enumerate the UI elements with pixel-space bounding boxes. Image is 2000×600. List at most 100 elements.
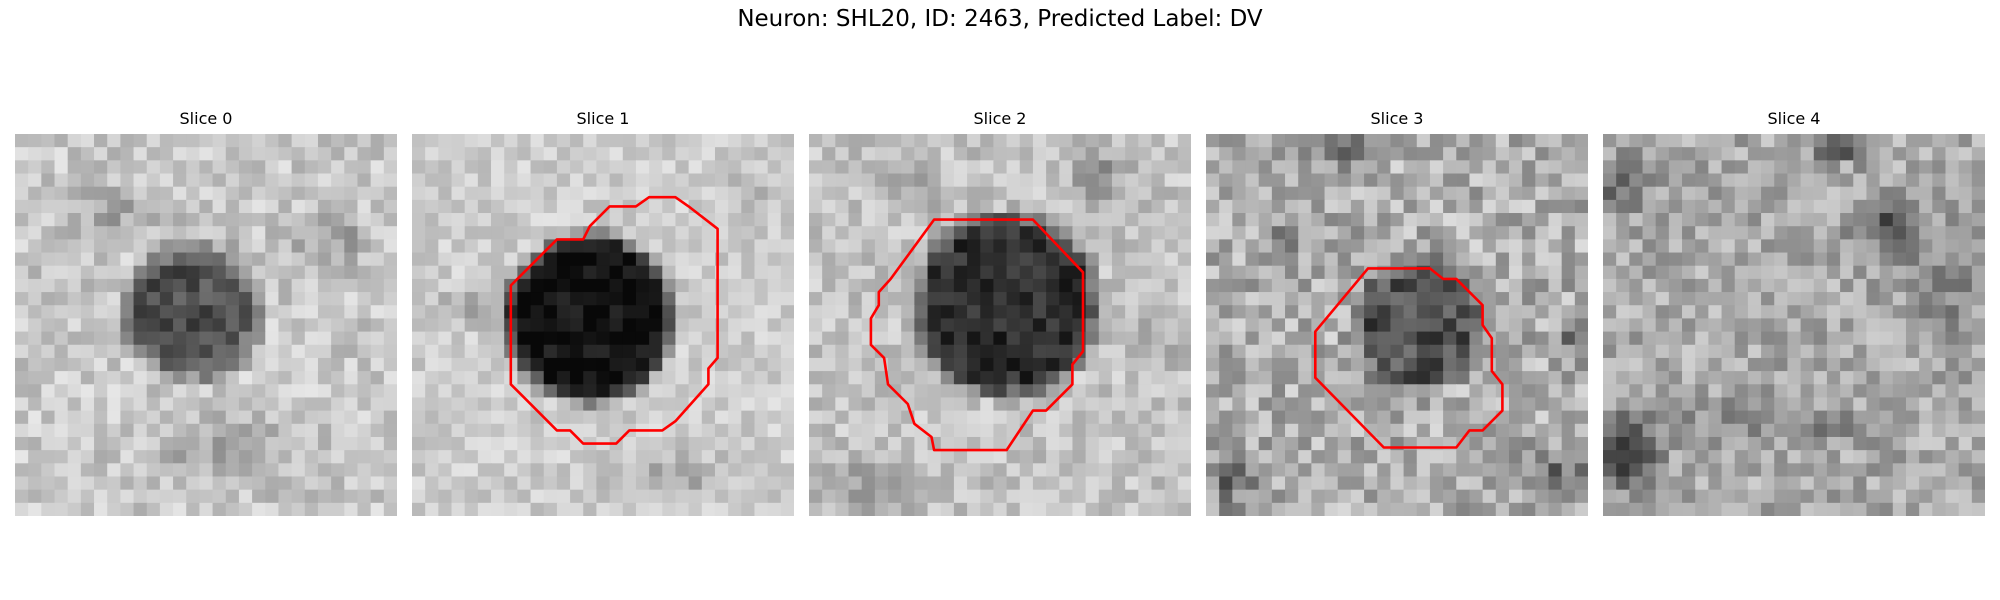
image-pixel — [1429, 450, 1444, 464]
image-pixel — [1668, 160, 1683, 175]
image-pixel — [94, 239, 108, 254]
image-pixel — [662, 371, 677, 385]
image-pixel — [1561, 292, 1576, 306]
image-pixel — [1866, 318, 1881, 333]
image-pixel — [1879, 134, 1894, 148]
image-pixel — [1443, 331, 1457, 346]
image-pixel — [225, 502, 240, 516]
image-pixel — [1232, 371, 1247, 385]
image-pixel — [622, 292, 637, 306]
image-pixel — [1245, 476, 1260, 491]
image-pixel — [809, 292, 823, 306]
image-pixel — [317, 265, 332, 280]
image-pixel — [622, 476, 637, 491]
image-pixel — [953, 463, 968, 478]
image-pixel — [848, 278, 863, 293]
image-pixel — [622, 239, 637, 254]
image-pixel — [1350, 305, 1365, 320]
image-pixel — [1046, 226, 1060, 240]
image-pixel — [412, 318, 426, 333]
grayscale-slice-image — [1603, 134, 1985, 516]
image-pixel — [888, 134, 902, 148]
image-pixel — [451, 226, 466, 240]
image-pixel — [412, 476, 426, 491]
image-pixel — [1164, 450, 1179, 464]
image-pixel — [1682, 226, 1696, 240]
image-pixel — [1892, 226, 1907, 240]
image-pixel — [609, 186, 624, 201]
image-pixel — [1443, 134, 1457, 148]
image-pixel — [714, 410, 729, 425]
image-pixel — [1085, 265, 1100, 280]
image-pixel — [1668, 410, 1683, 425]
image-pixel — [1019, 436, 1034, 451]
image-pixel — [967, 410, 981, 425]
image-pixel — [1032, 252, 1047, 267]
image-pixel — [1668, 199, 1683, 214]
image-pixel — [317, 344, 332, 359]
image-pixel — [1561, 186, 1576, 201]
image-pixel — [570, 278, 584, 293]
image-pixel — [477, 384, 492, 399]
image-pixel — [835, 476, 850, 491]
image-pixel — [238, 160, 253, 175]
image-pixel — [1708, 292, 1723, 306]
image-pixel — [344, 331, 359, 346]
slice-title: Slice 3 — [1370, 109, 1424, 128]
image-pixel — [993, 305, 1008, 320]
image-pixel — [1708, 134, 1723, 148]
image-pixel — [173, 384, 187, 399]
image-pixel — [133, 371, 148, 385]
image-pixel — [1456, 305, 1471, 320]
image-pixel — [1443, 357, 1457, 372]
image-pixel — [1826, 489, 1841, 504]
image-pixel — [1932, 292, 1947, 306]
image-pixel — [1085, 134, 1100, 148]
image-pixel — [635, 450, 650, 464]
image-pixel — [15, 265, 29, 280]
image-pixel — [1535, 265, 1550, 280]
image-pixel — [1219, 292, 1233, 306]
image-pixel — [1337, 463, 1352, 478]
image-pixel — [331, 410, 345, 425]
image-pixel — [888, 489, 902, 504]
image-pixel — [927, 239, 942, 254]
image-pixel — [1046, 423, 1060, 438]
image-pixel — [596, 331, 611, 346]
image-pixel — [1945, 213, 1960, 227]
image-pixel — [1971, 476, 1985, 491]
image-pixel — [1006, 331, 1021, 346]
image-pixel — [412, 226, 426, 240]
image-pixel — [1826, 357, 1841, 372]
image-pixel — [1708, 305, 1723, 320]
image-pixel — [186, 489, 201, 504]
image-pixel — [517, 186, 532, 201]
image-pixel — [1206, 489, 1220, 504]
image-pixel — [317, 331, 332, 346]
image-pixel — [1469, 489, 1484, 504]
image-pixel — [1747, 226, 1762, 240]
image-pixel — [993, 463, 1008, 478]
image-pixel — [622, 147, 637, 161]
image-pixel — [1616, 463, 1630, 478]
image-pixel — [1125, 502, 1139, 516]
image-pixel — [1853, 384, 1868, 399]
image-pixel — [914, 134, 929, 148]
image-pixel — [609, 173, 624, 188]
image-pixel — [1416, 213, 1431, 227]
image-pixel — [662, 134, 677, 148]
image-pixel — [662, 213, 677, 227]
image-pixel — [1840, 384, 1854, 399]
image-pixel — [754, 318, 769, 333]
image-pixel — [1177, 371, 1191, 385]
image-pixel — [635, 410, 650, 425]
image-pixel — [1271, 450, 1286, 464]
image-pixel — [1548, 134, 1563, 148]
image-pixel — [225, 410, 240, 425]
image-pixel — [1032, 344, 1047, 359]
image-pixel — [291, 226, 306, 240]
image-pixel — [1032, 318, 1047, 333]
image-pixel — [1482, 436, 1497, 451]
image-pixel — [1813, 173, 1828, 188]
image-pixel — [1232, 463, 1247, 478]
